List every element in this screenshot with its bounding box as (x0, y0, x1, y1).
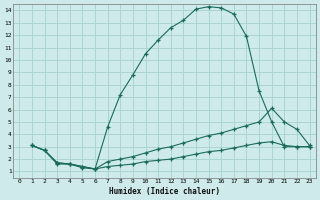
X-axis label: Humidex (Indice chaleur): Humidex (Indice chaleur) (109, 187, 220, 196)
